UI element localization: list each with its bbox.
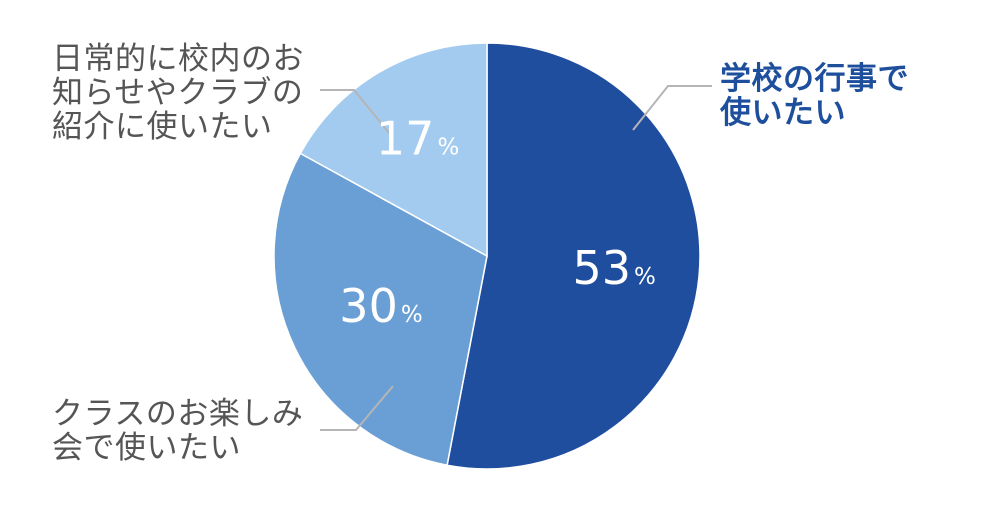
leader-line-school-events [632,85,712,131]
leader-line-class-party [320,385,394,431]
percent-label-school-events: 53% [572,241,655,295]
slice-class-party [273,152,488,467]
pie-slices [273,42,701,470]
percent-label-class-party: 30% [339,279,422,333]
callout-label-class-party: クラスのお楽しみ 会で使いたい [52,396,304,466]
slice-daily-notices [299,42,488,258]
callout-label-school-events: 学校の行事で 使いたい [720,61,909,131]
leader-line-daily-notices [320,89,391,135]
callout-label-daily-notices: 日常的に校内のお 知らせやクラブの 紹介に使いたい [52,41,304,145]
callout-leader-lines [320,85,712,431]
percent-labels: 53 % 30 % 17% [339,112,656,333]
slice-school-events [446,42,701,470]
percent-label-daily-notices: 17% [376,112,459,166]
